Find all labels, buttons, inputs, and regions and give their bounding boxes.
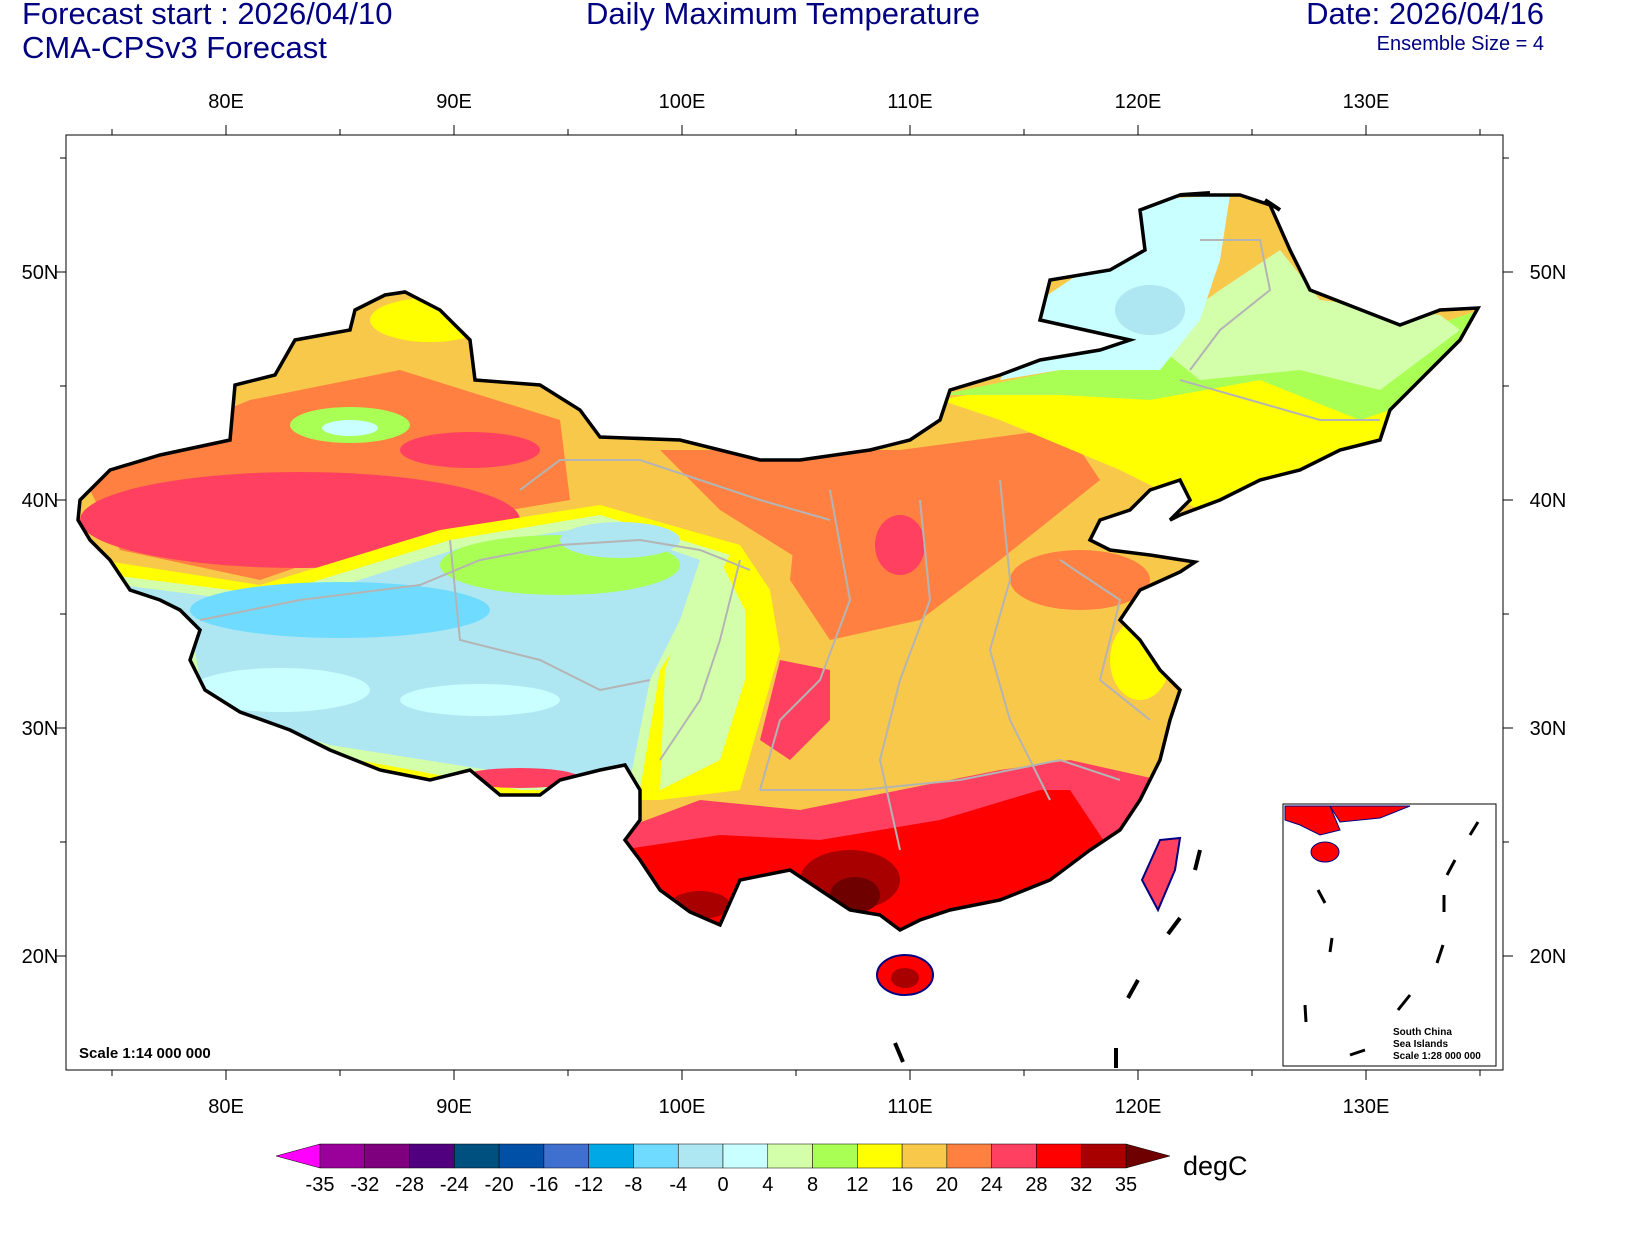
lon-label-bottom: 120E [1115, 1096, 1162, 1118]
inset-scale: Scale 1:28 000 000 [1393, 1051, 1481, 1062]
lat-label-left: 30N [22, 718, 59, 740]
colorbar-box [1080, 1143, 1127, 1169]
forecast-start-label: Forecast start : 2026/04/10 [22, 0, 393, 31]
south-china-sea-inset: South China Sea Islands Scale 1:28 000 0… [1282, 803, 1497, 1067]
colorbar-label: 35 [1115, 1174, 1137, 1196]
field-coast-yellow [1110, 620, 1170, 700]
colorbar-box [946, 1143, 992, 1169]
maritime-dash-line [893, 191, 1282, 1068]
field-south-tibet-pale [190, 668, 370, 712]
colorbar-label: -28 [395, 1174, 424, 1196]
valid-date-label: Date: 2026/04/16 [1306, 0, 1544, 31]
lat-label-left: 20N [22, 946, 59, 968]
lon-label-top: 90E [436, 91, 472, 113]
lat-label-right: 40N [1530, 490, 1567, 512]
colorbar-label: -12 [574, 1174, 603, 1196]
map-frame [65, 134, 1504, 1071]
map-scale-label: Scale 1:14 000 000 [79, 1045, 211, 1062]
hainan-darkred [891, 968, 919, 988]
colorbar-box [767, 1143, 813, 1169]
ensemble-size-label: Ensemble Size = 4 [1376, 33, 1544, 55]
taiwan-island [1140, 836, 1182, 913]
lon-label-bottom: 130E [1343, 1096, 1390, 1118]
colorbar-label: -32 [350, 1174, 379, 1196]
colorbar-box [409, 1143, 455, 1169]
field-west-tibet-cyan [190, 582, 490, 638]
map-axes: 80E 80E 90E 90E 100E 100E 110E 110E 120E 120E 130E… [22, 91, 1567, 1118]
colorbar: -35 -32 -28 -24 -20 -16 -12 -8 -4 0 4 8 12 16 20 24 28 32… [275, 1143, 1171, 1196]
field-turpan-pink [400, 432, 540, 468]
field-sichuan-pink [760, 660, 830, 760]
lon-label-top: 80E [208, 91, 244, 113]
field-loess-orange [790, 420, 1100, 640]
lat-label-right: 30N [1530, 718, 1567, 740]
colorbar-label: -4 [669, 1174, 687, 1196]
inset-title-line2: Sea Islands [1393, 1039, 1448, 1050]
lat-label-left: 50N [22, 262, 59, 284]
colorbar-box [498, 1143, 545, 1169]
lon-label-bottom: 100E [659, 1096, 706, 1118]
colorbar-box [364, 1143, 410, 1169]
colorbar-label: 28 [1025, 1174, 1047, 1196]
colorbar-box [812, 1143, 858, 1169]
lat-label-right: 20N [1530, 946, 1567, 968]
field-tianshan-cyan [322, 420, 378, 436]
colorbar-units: degC [1183, 1151, 1248, 1181]
colorbar-box [677, 1143, 724, 1169]
colorbar-box [633, 1143, 679, 1169]
field-khingan-blue [1115, 285, 1185, 335]
colorbar-box [319, 1143, 366, 1169]
colorbar-label: 16 [891, 1174, 913, 1196]
lon-label-top: 110E [887, 91, 932, 113]
lon-label-bottom: 110E [887, 1096, 932, 1118]
colorbar-label: 24 [981, 1174, 1003, 1196]
colorbar-label: -8 [625, 1174, 643, 1196]
colorbar-over-triangle [1125, 1143, 1171, 1169]
colorbar-label: -20 [485, 1174, 514, 1196]
colorbar-box [901, 1143, 948, 1169]
field-guangxi-darkest [830, 877, 880, 913]
lon-label-bottom: 90E [436, 1096, 472, 1118]
model-label: CMA-CPSv3 Forecast [22, 30, 327, 65]
field-shandong-orange [1010, 550, 1150, 610]
field-shanxi-pink [875, 515, 925, 575]
colorbar-box [991, 1143, 1037, 1169]
colorbar-box [543, 1143, 589, 1169]
colorbar-label: 20 [936, 1174, 958, 1196]
colorbar-label: 32 [1070, 1174, 1092, 1196]
lon-label-top: 100E [659, 91, 706, 113]
colorbar-label: 4 [762, 1174, 773, 1196]
field-northeast-palegreen [1150, 250, 1460, 390]
colorbar-box [454, 1143, 500, 1169]
field-himalaya-pink [460, 768, 580, 788]
field-qaidam-blue [560, 522, 680, 558]
colorbar-under-triangle [275, 1143, 321, 1169]
colorbar-label: 0 [717, 1174, 728, 1196]
colorbar-label: 12 [846, 1174, 868, 1196]
colorbar-box [722, 1143, 769, 1169]
field-tibet-pale [400, 684, 560, 716]
map-title: Daily Maximum Temperature [586, 0, 980, 31]
province-boundaries [199, 239, 1380, 851]
lat-label-left: 40N [22, 490, 59, 512]
inset-title-line1: South China [1393, 1027, 1452, 1038]
colorbar-label: -35 [306, 1174, 335, 1196]
colorbar-box [857, 1143, 903, 1169]
lat-label-right: 50N [1530, 262, 1567, 284]
field-sichuan-edge-green [660, 560, 745, 790]
colorbar-label: 8 [807, 1174, 818, 1196]
colorbar-box [1036, 1143, 1082, 1169]
colorbar-box [588, 1143, 634, 1169]
lon-label-top: 120E [1115, 91, 1162, 113]
lon-label-top: 130E [1343, 91, 1390, 113]
colorbar-label: -24 [440, 1174, 469, 1196]
lon-label-bottom: 80E [208, 1096, 244, 1118]
colorbar-label: -16 [529, 1174, 558, 1196]
